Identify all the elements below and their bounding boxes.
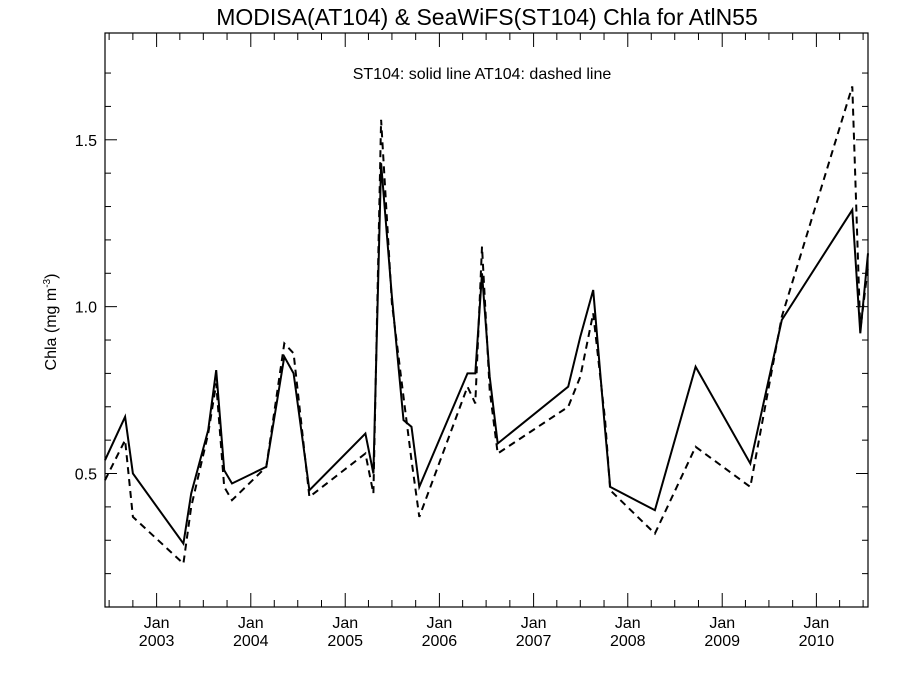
x-tick-month-label: Jan xyxy=(709,615,735,632)
y-axis-label-close: ) xyxy=(43,274,60,279)
x-tick-month-label: Jan xyxy=(615,615,641,632)
y-axis-label-superscript: -3 xyxy=(42,278,53,287)
x-tick-month-label: Jan xyxy=(427,615,453,632)
x-tick-year-label: 2007 xyxy=(516,633,552,650)
y-axis-label-text: Chla (mg m xyxy=(43,288,60,371)
x-tick-month-label: Jan xyxy=(803,615,829,632)
y-tick-label: 1.5 xyxy=(75,133,97,150)
x-tick-month-label: Jan xyxy=(238,615,264,632)
chart-title: MODISA(AT104) & SeaWiFS(ST104) Chla for … xyxy=(216,4,758,30)
plot-frame xyxy=(104,32,869,608)
x-tick-month-label: Jan xyxy=(332,615,358,632)
series-st104-line xyxy=(104,163,869,547)
x-tick-year-label: 2006 xyxy=(422,633,458,650)
x-tick-year-label: 2005 xyxy=(327,633,363,650)
y-axis-label: Chla (mg m-3) xyxy=(42,274,60,371)
x-tick-month-label: Jan xyxy=(144,615,170,632)
x-tick-year-label: 2004 xyxy=(233,633,269,650)
x-tick-year-label: 2003 xyxy=(139,633,175,650)
series-at104-line xyxy=(104,86,869,566)
y-tick-label: 0.5 xyxy=(75,467,97,484)
x-tick-month-label: Jan xyxy=(521,615,547,632)
x-tick-year-label: 2010 xyxy=(799,633,835,650)
series-layer xyxy=(104,86,869,566)
line-style-note: ST104: solid line AT104: dashed line xyxy=(353,66,612,83)
y-tick-label: 1.0 xyxy=(75,300,97,317)
x-tick-year-label: 2009 xyxy=(704,633,740,650)
plot-axes: 0.51.01.5Jan2003Jan2004Jan2005Jan2006Jan… xyxy=(75,33,868,650)
x-tick-year-label: 2008 xyxy=(610,633,646,650)
